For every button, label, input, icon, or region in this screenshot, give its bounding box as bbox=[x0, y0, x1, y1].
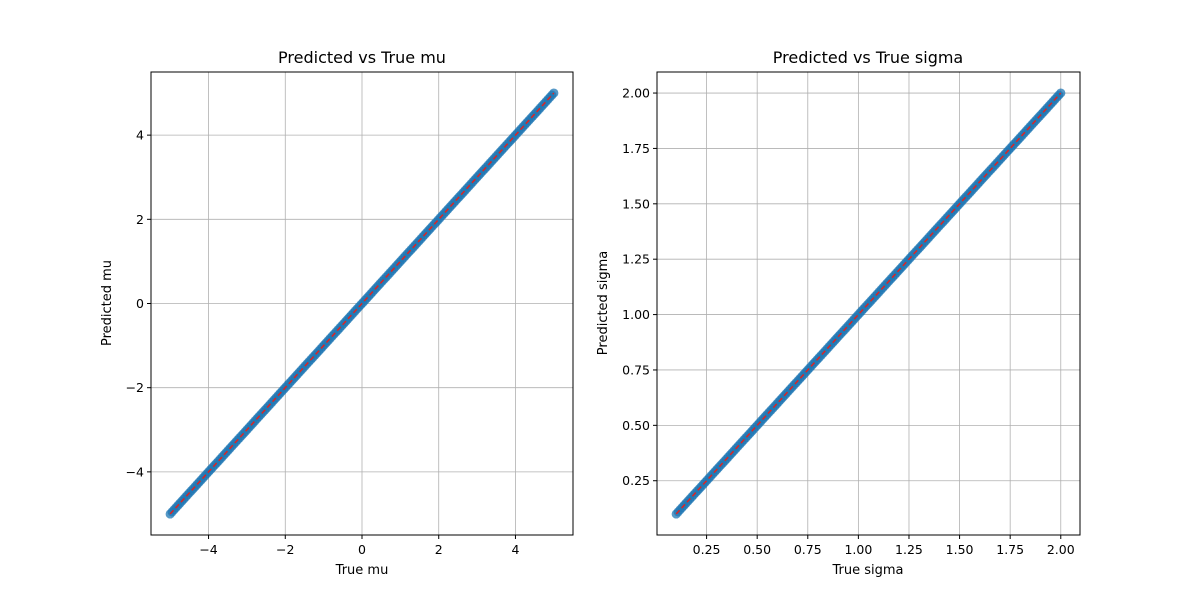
x-tick-label: 1.25 bbox=[895, 542, 923, 557]
x-tick-label: 4 bbox=[511, 542, 519, 557]
x-ticks: 0.25 0.50 0.75 1.00 1.25 1.50 1.75 2.00 bbox=[693, 535, 1075, 557]
x-tick-label: 0 bbox=[358, 542, 366, 557]
x-tick-label: 2 bbox=[435, 542, 443, 557]
y-tick-label: 2 bbox=[136, 212, 144, 227]
reference-line-layer bbox=[675, 92, 1062, 515]
x-ticks: −4 −2 0 2 4 bbox=[199, 535, 519, 557]
chart-title: Predicted vs True sigma bbox=[773, 48, 963, 67]
x-tick-label: 0.50 bbox=[743, 542, 771, 557]
x-tick-label: 1.50 bbox=[946, 542, 974, 557]
x-tick-label: 2.00 bbox=[1047, 542, 1075, 557]
y-tick-label: −2 bbox=[126, 380, 144, 395]
y-ticks: 0.25 0.50 0.75 1.00 1.25 1.50 1.75 2.00 bbox=[622, 86, 657, 488]
reference-line bbox=[169, 92, 555, 515]
x-tick-label: 0.25 bbox=[693, 542, 721, 557]
data-point bbox=[549, 88, 559, 98]
y-tick-label: 0.50 bbox=[622, 418, 650, 433]
axes-frame bbox=[656, 71, 1081, 536]
y-tick-label: −4 bbox=[126, 464, 144, 479]
x-axis-label: True mu bbox=[335, 563, 389, 578]
reference-line bbox=[675, 92, 1062, 515]
subplot-sigma: Predicted vs True sigma 0.25 0.50 0.75 1.00… bbox=[596, 48, 1081, 578]
y-tick-label: 0.25 bbox=[622, 473, 650, 488]
x-tick-label: −4 bbox=[199, 542, 217, 557]
reference-line-layer bbox=[169, 92, 555, 515]
subplot-mu: Predicted vs True mu −4 −2 0 2 4 −4 −2 0 2 4 Tru… bbox=[100, 48, 574, 578]
chart-title: Predicted vs True mu bbox=[278, 48, 446, 67]
x-tick-label: 0.75 bbox=[794, 542, 822, 557]
y-tick-label: 0 bbox=[136, 296, 144, 311]
x-tick-label: 1.00 bbox=[844, 542, 872, 557]
y-tick-label: 0.75 bbox=[622, 362, 650, 377]
y-tick-label: 1.50 bbox=[622, 196, 650, 211]
data-point bbox=[1056, 88, 1066, 98]
axes-border bbox=[656, 71, 1081, 536]
x-tick-label: 1.75 bbox=[996, 542, 1024, 557]
y-tick-label: 1.25 bbox=[622, 252, 650, 267]
x-axis-label: True sigma bbox=[831, 563, 903, 578]
y-tick-label: 1.75 bbox=[622, 141, 650, 156]
y-tick-label: 1.00 bbox=[622, 307, 650, 322]
x-tick-label: −2 bbox=[276, 542, 294, 557]
y-axis-label: Predicted mu bbox=[100, 260, 115, 346]
grid-layer bbox=[151, 72, 573, 535]
y-tick-label: 2.00 bbox=[622, 86, 650, 101]
y-axis-label: Predicted sigma bbox=[596, 251, 611, 355]
y-tick-label: 4 bbox=[136, 128, 144, 143]
grid-layer bbox=[657, 72, 1080, 535]
y-ticks: −4 −2 0 2 4 bbox=[126, 128, 151, 479]
